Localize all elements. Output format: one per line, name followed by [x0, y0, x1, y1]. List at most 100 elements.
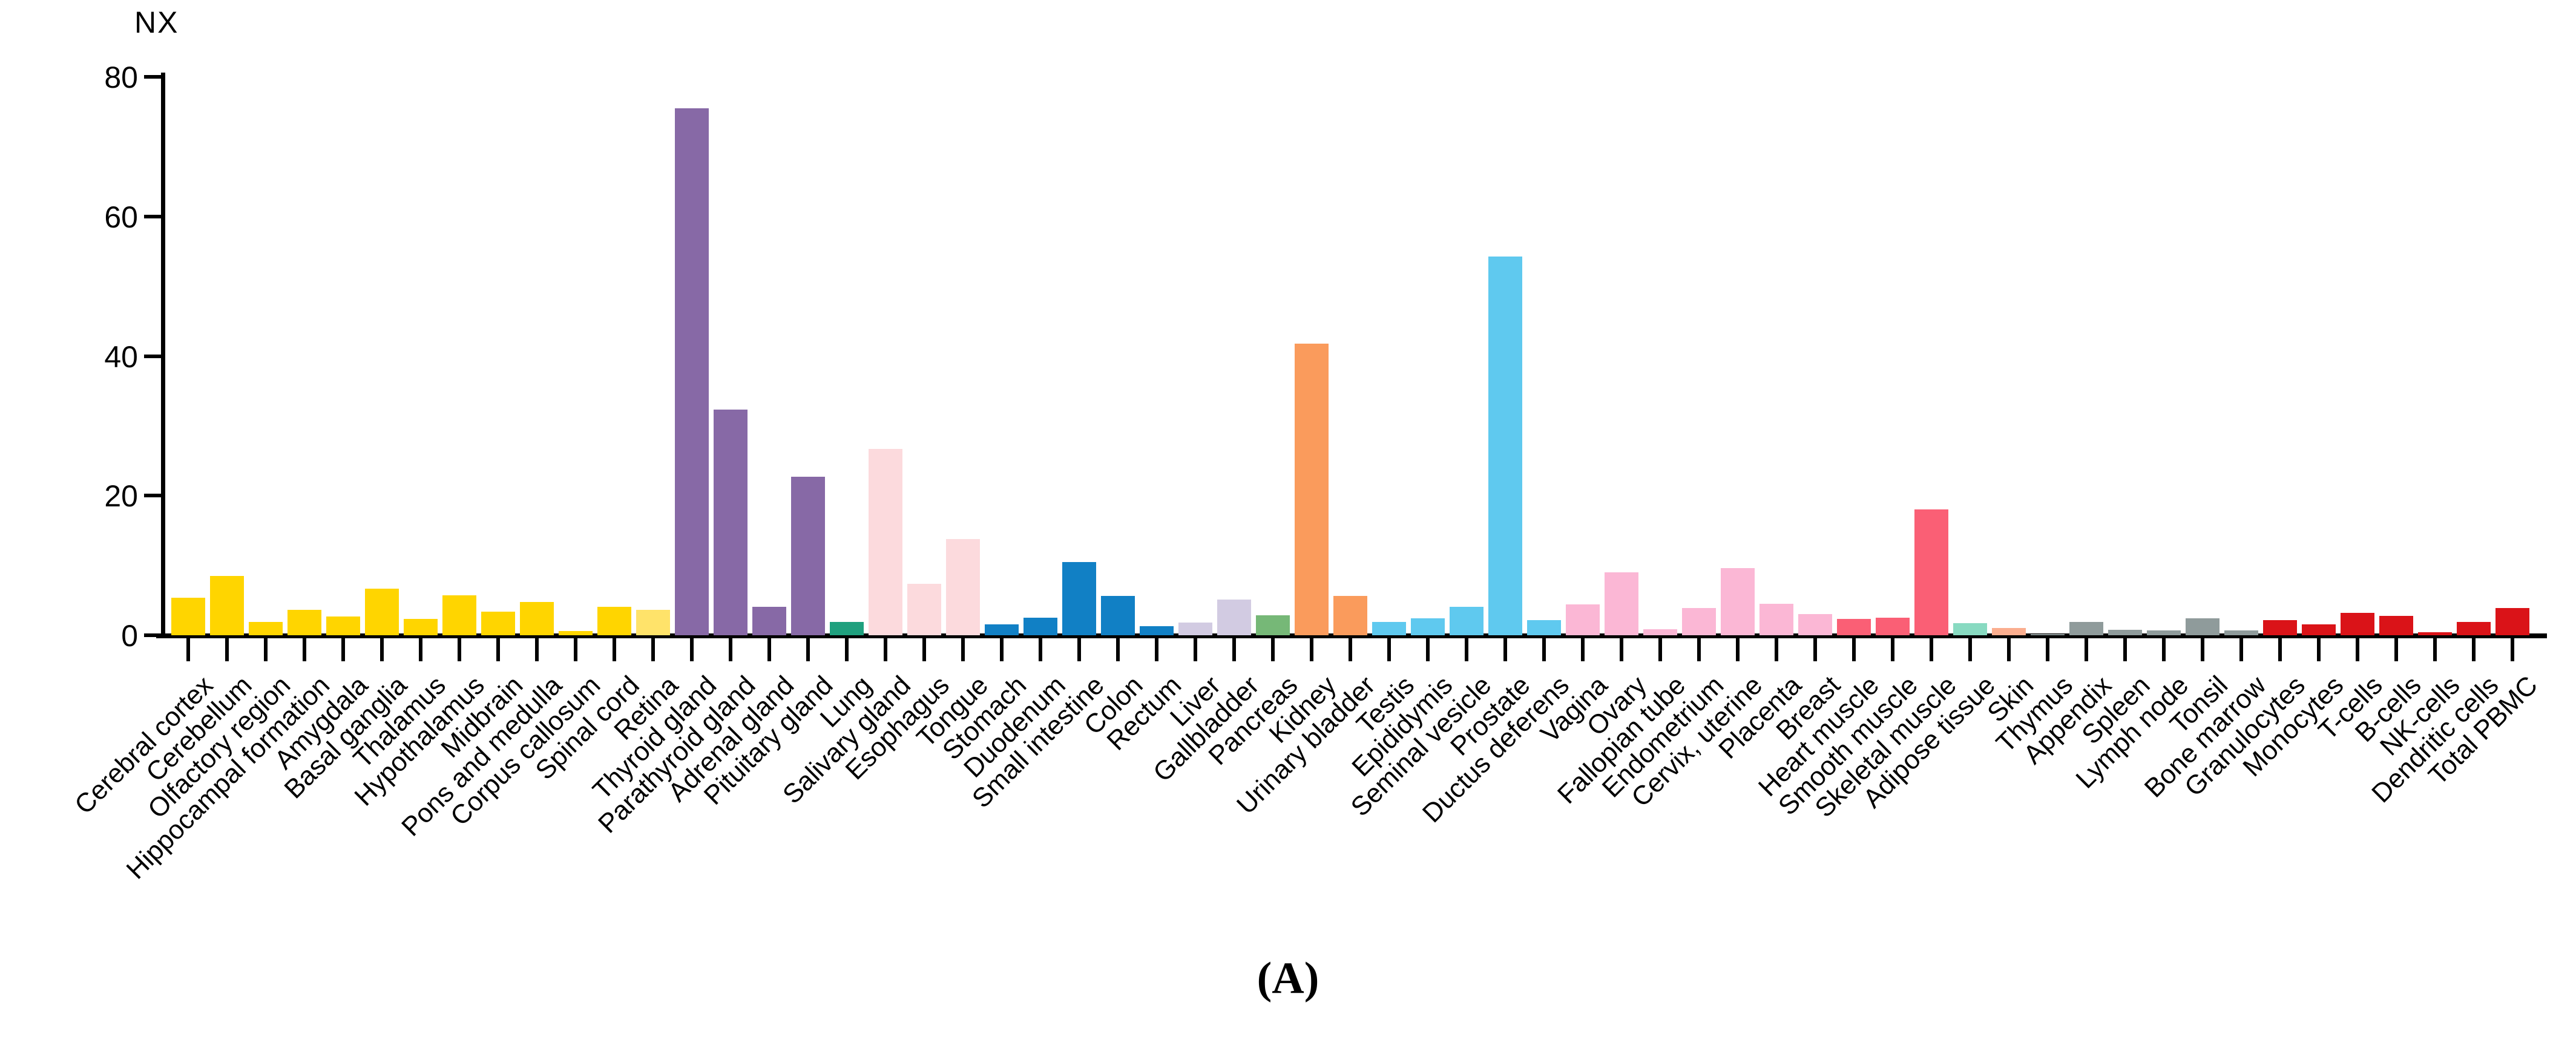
bar-placenta — [1760, 604, 1793, 635]
x-tick-mark — [922, 638, 926, 661]
x-tick-mark — [2085, 638, 2088, 661]
bar-thyroid-gland — [675, 108, 709, 635]
bar-retina — [636, 610, 670, 635]
x-tick-mark — [729, 638, 732, 661]
bar-monocytes — [2302, 624, 2336, 635]
bar-nk-cells — [2418, 632, 2452, 635]
x-tick-mark — [2239, 638, 2243, 661]
bar-appendix — [2069, 622, 2103, 635]
x-tick-mark — [1194, 638, 1197, 661]
x-tick-mark — [1813, 638, 1817, 661]
bar-gallbladder — [1217, 600, 1251, 635]
bar-heart-muscle — [1837, 619, 1871, 635]
x-tick-mark — [2317, 638, 2321, 661]
x-tick-mark — [884, 638, 887, 661]
y-tick-label: 20 — [104, 479, 138, 514]
bar-t-cells — [2341, 613, 2374, 635]
x-tick-mark — [651, 638, 655, 661]
y-tick-label: 80 — [104, 61, 138, 94]
bar-skeletal-muscle — [1914, 509, 1948, 635]
bar-pituitary-gland — [791, 477, 825, 635]
y-axis-line — [161, 73, 165, 638]
x-tick-mark — [1310, 638, 1313, 661]
x-tick-mark — [1930, 638, 1933, 661]
x-tick-mark — [690, 638, 694, 661]
x-tick-mark — [1155, 638, 1158, 661]
y-tick-label: 40 — [104, 339, 138, 374]
bar-cervix-uterine — [1721, 568, 1755, 635]
bar-adipose-tissue — [1953, 623, 1987, 635]
bar-parathyroid-gland — [714, 410, 748, 635]
y-tick-mark — [144, 494, 161, 498]
x-tick-mark — [419, 638, 422, 661]
x-tick-mark — [1232, 638, 1236, 661]
bar-breast — [1798, 614, 1832, 635]
x-tick-mark — [1039, 638, 1042, 661]
x-tick-mark — [1736, 638, 1740, 661]
bar-urinary-bladder — [1333, 596, 1367, 635]
x-tick-mark — [2511, 638, 2514, 661]
x-tick-mark — [767, 638, 771, 661]
x-tick-mark — [574, 638, 577, 661]
x-tick-mark — [264, 638, 268, 661]
bar-amygdala — [326, 616, 360, 635]
x-tick-mark — [225, 638, 229, 661]
bar-hypothalamus — [442, 595, 476, 635]
bar-endometrium — [1682, 608, 1716, 635]
bar-corpus-callosum — [559, 631, 593, 635]
bar-ovary — [1605, 572, 1638, 635]
bar-prostate — [1488, 256, 1522, 635]
bar-seminal-vesicle — [1450, 606, 1484, 635]
bar-tongue — [946, 538, 980, 635]
x-tick-mark — [1387, 638, 1391, 661]
x-tick-mark — [1503, 638, 1507, 661]
bar-pancreas — [1256, 615, 1290, 635]
bar-tonsil — [2186, 618, 2220, 635]
bar-thymus — [2031, 634, 2065, 635]
bar-olfactory-region — [249, 622, 283, 635]
bar-bone-marrow — [2224, 630, 2258, 635]
y-axis-title: NX — [134, 5, 179, 39]
x-tick-mark — [2123, 638, 2127, 661]
x-tick-mark — [2433, 638, 2437, 661]
bar-rectum — [1140, 626, 1174, 635]
x-tick-mark — [458, 638, 461, 661]
bar-b-cells — [2379, 615, 2413, 635]
x-tick-mark — [303, 638, 306, 661]
bar-lymph-node — [2147, 630, 2181, 635]
bar-epididymis — [1411, 618, 1445, 635]
x-tick-mark — [1852, 638, 1856, 661]
x-tick-mark — [1775, 638, 1778, 661]
bar-basal-ganglia — [365, 588, 399, 635]
bar-spleen — [2108, 629, 2142, 635]
bar-pons-and-medulla — [520, 601, 554, 635]
x-tick-mark — [496, 638, 500, 661]
bar-colon — [1101, 596, 1135, 635]
bar-adrenal-gland — [752, 606, 786, 635]
x-tick-mark — [2356, 638, 2359, 661]
x-tick-mark — [1581, 638, 1585, 661]
x-tick-mark — [1116, 638, 1120, 661]
x-tick-mark — [1620, 638, 1623, 661]
x-tick-mark — [845, 638, 849, 661]
bar-total-pbmc — [2496, 608, 2529, 635]
x-tick-mark — [2394, 638, 2398, 661]
x-tick-mark — [2007, 638, 2011, 661]
x-tick-mark — [961, 638, 965, 661]
x-tick-mark — [341, 638, 345, 661]
x-tick-mark — [535, 638, 539, 661]
bar-stomach — [985, 624, 1019, 635]
x-tick-mark — [806, 638, 810, 661]
bar-cerebellum — [210, 575, 244, 635]
x-tick-mark — [2046, 638, 2049, 661]
bar-esophagus — [907, 583, 941, 635]
x-tick-mark — [2201, 638, 2204, 661]
bar-testis — [1372, 622, 1406, 635]
x-tick-mark — [2472, 638, 2476, 661]
bar-vagina — [1566, 604, 1600, 635]
bar-ductus-deferens — [1527, 620, 1561, 635]
y-tick-label: 60 — [104, 200, 138, 234]
bar-salivary-gland — [869, 448, 902, 635]
bar-kidney — [1295, 343, 1329, 635]
